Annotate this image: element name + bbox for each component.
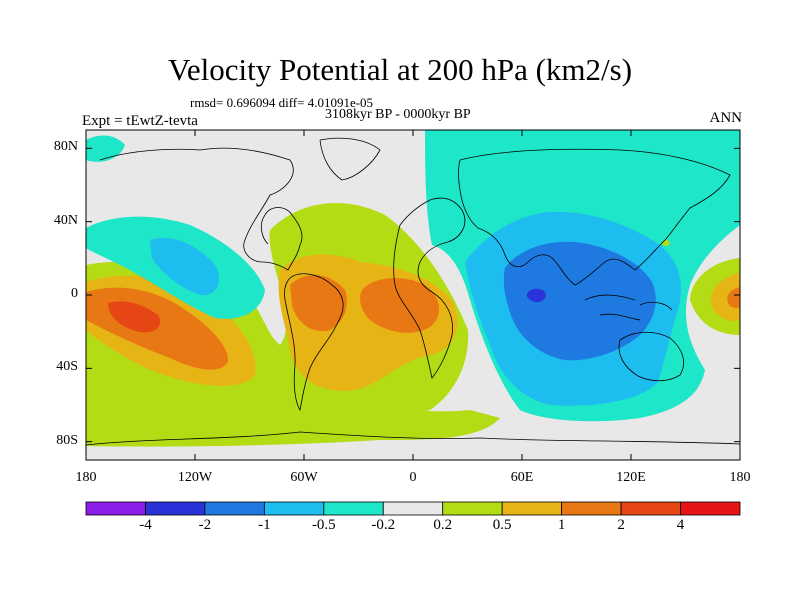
colorbar-label: -2	[198, 517, 212, 533]
coast-australia	[618, 331, 684, 382]
colorbar-label: -0.2	[371, 517, 396, 533]
contour-positive-0.2-south	[86, 395, 500, 447]
x-tick-label: 120E	[616, 470, 646, 485]
experiment-label: Expt = tEwtZ-tevta	[82, 113, 198, 129]
colorbar-swatch	[204, 501, 265, 516]
contour-positive-1-samerica	[290, 274, 347, 332]
colorbar-label: 0.5	[492, 517, 512, 533]
coast-south-america	[284, 273, 344, 412]
chart-title: Velocity Potential at 200 hPa (km2/s)	[167, 52, 633, 87]
contour-negative-0.5-npacific	[150, 237, 220, 296]
x-tick-label: 60W	[290, 470, 318, 485]
y-tick-label: 80N	[53, 139, 78, 155]
colorbar-swatch	[620, 501, 681, 516]
coast-maritime-continent	[584, 294, 673, 321]
colorbar-label: -1	[258, 517, 271, 533]
coast-north-america	[99, 147, 303, 271]
y-tick-label: 40N	[53, 212, 78, 228]
period-subtitle: 3108kyr BP - 0000kyr BP	[325, 107, 471, 122]
colorbar-swatch	[85, 501, 146, 516]
y-tick-label: 40S	[56, 359, 78, 375]
y-tick-label: 80S	[56, 432, 78, 448]
coastlines	[86, 137, 740, 446]
colorbar-label: 2	[617, 517, 625, 533]
contour-field	[86, 130, 740, 460]
x-axis-ticks	[85, 130, 741, 460]
coast-asia	[458, 148, 731, 286]
y-axis-ticks	[86, 147, 740, 443]
colorbar-label: 1	[557, 517, 566, 533]
y-tick-label: 0	[71, 286, 78, 301]
coast-antarctica	[86, 431, 740, 446]
contour-positive-2-pacific	[108, 301, 161, 333]
colorbar-swatch	[382, 501, 444, 516]
contour-positive-0.5-east	[711, 272, 740, 322]
contour-positive-0.2-islet	[662, 240, 670, 246]
coast-europe-africa	[393, 197, 466, 379]
x-tick-label: 180	[729, 470, 751, 485]
season-label: ANN	[709, 110, 743, 126]
stats-subtitle: rmsd= 0.696094 diff= 4.01091e-05	[190, 95, 374, 110]
colorbar-label: 4	[676, 517, 685, 533]
colorbar-swatch	[145, 501, 206, 516]
colorbar-swatch	[501, 501, 563, 516]
colorbar-swatch	[561, 501, 622, 516]
colorbar	[85, 501, 741, 516]
contour-negative-1-east	[503, 241, 656, 361]
coast-greenland	[319, 137, 381, 181]
x-tick-label: 120W	[177, 470, 213, 485]
contour-negative-0.2-arctic	[86, 135, 125, 162]
colorbar-label: 0.2	[433, 517, 453, 533]
contour-positive-1-east	[727, 287, 740, 308]
contour-negative-2-indian	[526, 288, 546, 303]
x-tick-label: 0	[409, 470, 417, 485]
colorbar-swatch	[442, 501, 503, 516]
x-tick-label: 180	[75, 470, 97, 485]
colorbar-swatch	[323, 501, 384, 516]
colorbar-label: -0.5	[311, 517, 336, 533]
x-tick-label: 60E	[510, 470, 534, 485]
colorbar-label: -4	[139, 517, 152, 533]
colorbar-swatch	[263, 501, 325, 516]
colorbar-swatch	[680, 501, 741, 516]
contour-positive-1-atlantic	[360, 278, 440, 333]
